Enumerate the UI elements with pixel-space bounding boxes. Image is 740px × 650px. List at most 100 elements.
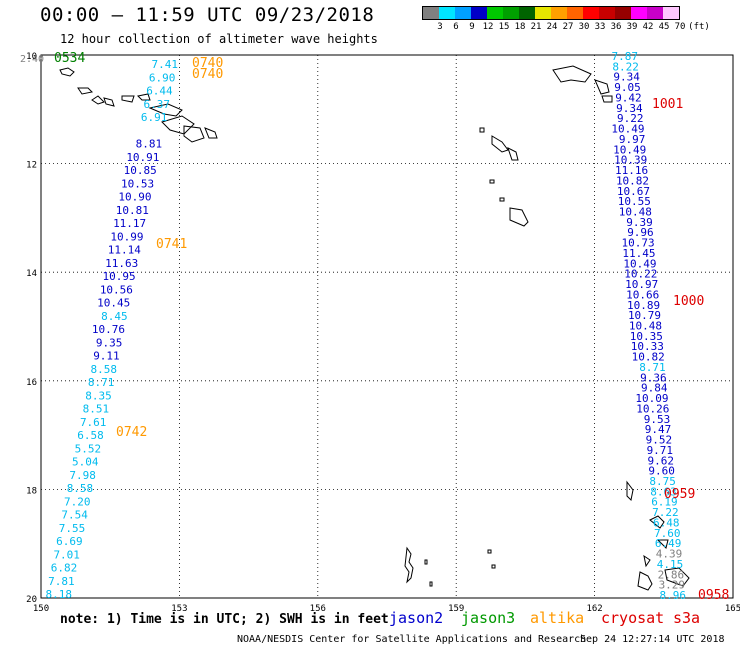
- wave-height-value: 10.91: [126, 151, 159, 164]
- island-coast: [59, 67, 151, 107]
- axis-labels: 150 153 156 159 162 165 10 12 14 16 18 20: [26, 52, 740, 614]
- wave-height-value: 10.49: [611, 123, 644, 136]
- wave-height-value: 9.05: [614, 81, 641, 94]
- wave-height-value: 10.48: [619, 205, 652, 218]
- wave-height-value: 9.97: [619, 133, 646, 146]
- wave-height-value: 8.81: [136, 138, 163, 151]
- legend-swatch: [647, 7, 663, 19]
- wave-height-value: 11.17: [113, 217, 146, 230]
- timestamp: Sep 24 12:27:14 UTC 2018: [580, 634, 725, 645]
- wave-height-value: 7.41: [152, 58, 179, 71]
- wave-height-value: 5.52: [75, 442, 102, 455]
- pass-time-label: 0534: [54, 51, 85, 66]
- wave-height-value: 7.54: [61, 509, 88, 522]
- wave-height-value: 2.86: [658, 568, 685, 581]
- wave-height-value: 6.58: [77, 429, 104, 442]
- pass-time-label: 0740: [192, 67, 223, 82]
- legend-label: 33: [594, 22, 606, 32]
- wave-height-value: 10.67: [617, 185, 650, 198]
- pass-time-label: 0741: [156, 237, 187, 252]
- island-coast: [552, 65, 613, 103]
- wave-height-value: 9.34: [613, 71, 640, 84]
- legend-label: 27: [562, 22, 574, 32]
- coastlines: [59, 65, 690, 591]
- satellite-legend-jason2: jason2: [389, 609, 444, 627]
- wave-height-value: 11.14: [108, 244, 141, 257]
- legend-label: 45: [658, 22, 670, 32]
- map-grid: [40, 54, 734, 599]
- island-coast: [489, 179, 529, 227]
- island-coast: [148, 103, 218, 143]
- wave-height-value: 10.56: [100, 283, 133, 296]
- wave-height-value: 8.58: [91, 363, 118, 376]
- legend-label: 42: [642, 22, 654, 32]
- satellite-legend-altika: altika: [530, 609, 585, 627]
- legend-label: 9: [469, 22, 475, 32]
- wave-height-value: 10.55: [618, 195, 651, 208]
- lat-tick-label: 16: [26, 378, 37, 388]
- wave-height-value: 8.45: [101, 310, 128, 323]
- legend-swatch: [615, 7, 631, 19]
- legend-swatch: [535, 7, 551, 19]
- lat-tick-label: 10: [26, 52, 37, 62]
- wave-height-value: 9.35: [96, 336, 123, 349]
- wave-height-value: 9.71: [647, 444, 674, 457]
- lon-tick-label: 165: [725, 604, 740, 614]
- wave-height-value: 4.39: [656, 548, 683, 561]
- wave-height-value: 9.62: [648, 454, 675, 467]
- wave-height-value: 3.29: [659, 579, 686, 592]
- wave-height-value: 9.84: [641, 382, 668, 395]
- wave-height-value: 7.20: [64, 495, 91, 508]
- legend-swatch: [519, 7, 535, 19]
- wave-height-value: 8.96: [660, 589, 687, 602]
- wave-height-value: 10.73: [621, 237, 654, 250]
- legend-label: (ft): [688, 22, 710, 32]
- page-title: 00:00 — 11:59 UTC 09/23/2018: [40, 4, 375, 26]
- wave-height-value: 10.89: [627, 299, 660, 312]
- wave-height-value: 6.48: [653, 516, 680, 529]
- wave-height-value: 2.40: [20, 54, 44, 65]
- lon-tick-label: 150: [33, 604, 49, 614]
- wave-height-value: 10.82: [616, 174, 649, 187]
- wave-height-value: 8.58: [67, 482, 94, 495]
- wave-height-value: 10.26: [636, 402, 669, 415]
- legend-label: 6: [453, 22, 459, 32]
- wave-height-value: 10.85: [124, 164, 157, 177]
- wave-height-value: 10.48: [629, 320, 662, 333]
- legend-swatch: [583, 7, 599, 19]
- legend-swatch: [663, 7, 679, 19]
- wave-height-value: 6.82: [51, 562, 78, 575]
- legend-swatch: [567, 7, 583, 19]
- wave-height-value: 10.39: [614, 154, 647, 167]
- wave-height-value: 9.96: [627, 226, 654, 239]
- legend-label: 39: [626, 22, 638, 32]
- wave-height-value: 9.11: [93, 350, 120, 363]
- wave-height-value: 10.99: [110, 230, 143, 243]
- wave-height-value: 9.47: [645, 423, 672, 436]
- footnote: note: 1) Time is in UTC; 2) SWH is in fe…: [60, 612, 389, 627]
- legend-label: 12: [482, 22, 494, 32]
- legend-swatch: [631, 7, 647, 19]
- island-coast: [479, 127, 519, 161]
- wave-height-value: 6.91: [141, 111, 168, 124]
- wave-height-value: 11.63: [105, 257, 138, 270]
- lon-tick-label: 162: [586, 604, 602, 614]
- wave-height-value: 6.49: [655, 537, 682, 550]
- wave-height-value: 10.82: [632, 351, 665, 364]
- pass-time-label: 1001: [652, 97, 683, 112]
- wave-height-value: 8.51: [83, 403, 110, 416]
- wave-height-value: 10.66: [626, 288, 659, 301]
- wave-height-value: 8.71: [88, 376, 115, 389]
- wave-height-value: 11.16: [615, 164, 648, 177]
- wave-height-value: 6.90: [149, 71, 176, 84]
- satellite-legend-jason3: jason3: [461, 609, 516, 627]
- wave-height-value: 9.42: [615, 91, 642, 104]
- wave-height-value: 10.79: [628, 309, 661, 322]
- wave-height-value: 7.55: [59, 522, 86, 535]
- pass-time-label: 0958: [698, 588, 729, 603]
- wave-height-value: 6.44: [146, 85, 173, 98]
- wave-height-value: 7.01: [53, 548, 80, 561]
- wave-height-value: 9.22: [617, 112, 644, 125]
- legend-label: 30: [578, 22, 590, 32]
